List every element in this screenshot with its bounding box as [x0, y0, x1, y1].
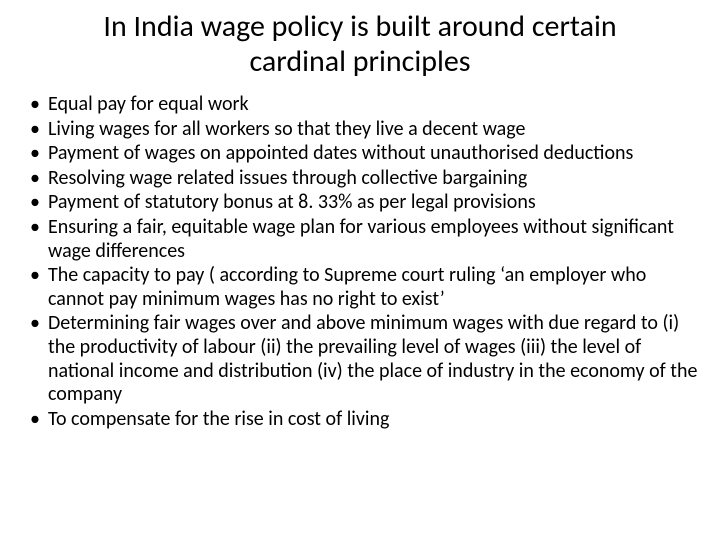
list-item: Payment of wages on appointed dates with…: [48, 142, 702, 166]
list-item: The capacity to pay ( according to Supre…: [48, 264, 702, 311]
list-item: Equal pay for equal work: [48, 93, 702, 117]
list-item: Ensuring a fair, equitable wage plan for…: [48, 216, 702, 263]
slide-title: In India wage policy is built around cer…: [58, 10, 662, 79]
slide: In India wage policy is built around cer…: [0, 0, 720, 540]
list-item: To compensate for the rise in cost of li…: [48, 408, 702, 432]
list-item: Living wages for all workers so that the…: [48, 118, 702, 142]
list-item: Resolving wage related issues through co…: [48, 167, 702, 191]
list-item: Payment of statutory bonus at 8. 33% as …: [48, 191, 702, 215]
list-item: Determining fair wages over and above mi…: [48, 312, 702, 406]
bullet-list: Equal pay for equal work Living wages fo…: [18, 93, 702, 431]
